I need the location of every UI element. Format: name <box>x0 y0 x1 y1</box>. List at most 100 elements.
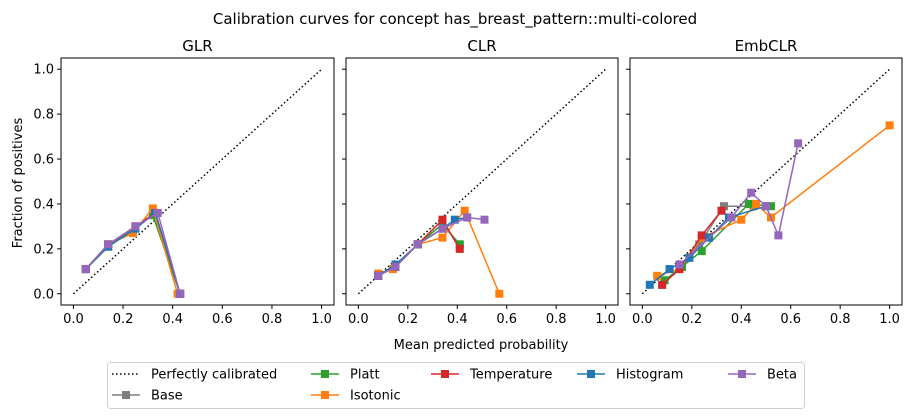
legend-label: Platt <box>350 368 380 383</box>
y-tick-label: 1.0 <box>33 63 54 78</box>
x-tick-label: 0.4 <box>447 312 468 327</box>
legend-item-perfect: Perfectly calibrated <box>112 368 277 383</box>
marker-platt <box>766 202 775 211</box>
axes-frame <box>345 57 619 306</box>
legend-marker <box>587 370 595 378</box>
marker-beta <box>413 240 422 249</box>
marker-temperature <box>455 244 464 253</box>
y-tick-label: 0.2 <box>33 242 54 257</box>
marker-beta <box>794 139 803 148</box>
legend-marker <box>321 391 329 399</box>
legend-item-beta: Beta <box>728 368 797 383</box>
x-tick-label: 0.0 <box>632 312 653 327</box>
perfectly-calibrated-line <box>72 68 323 295</box>
x-axis-label: Mean predicted probability <box>394 338 569 353</box>
legend-marker <box>122 391 130 399</box>
marker-base <box>719 202 728 211</box>
marker-beta <box>463 213 472 222</box>
series-line-isotonic <box>85 206 179 295</box>
panel-title: EmbCLR <box>735 37 798 55</box>
x-tick-label: 0.2 <box>113 312 134 327</box>
panel-title: CLR <box>467 37 496 55</box>
marker-beta <box>675 260 684 269</box>
marker-beta <box>391 262 400 271</box>
perfectly-calibrated-line <box>357 68 607 295</box>
marker-base <box>695 240 704 249</box>
legend-label: Beta <box>767 368 797 383</box>
marker-isotonic <box>128 229 137 238</box>
marker-isotonic <box>148 204 157 213</box>
x-tick-label: 0.8 <box>830 312 851 327</box>
marker-histogram <box>665 265 674 274</box>
marker-temperature <box>675 265 684 274</box>
figure-suptitle: Calibration curves for concept has_breas… <box>213 10 697 29</box>
y-axis-label: Fraction of positives <box>11 118 26 249</box>
axes-frame <box>629 57 903 306</box>
marker-beta <box>762 202 770 211</box>
legend-label: Perfectly calibrated <box>151 368 277 383</box>
x-tick-label: 0.0 <box>63 312 84 327</box>
legend-label: Histogram <box>616 368 683 383</box>
marker-platt <box>438 220 447 229</box>
x-tick-label: 0.6 <box>496 312 517 327</box>
legend-marker <box>321 370 329 378</box>
marker-beta <box>131 222 140 231</box>
marker-isotonic <box>885 121 894 130</box>
marker-beta <box>153 208 162 217</box>
marker-platt <box>697 247 706 256</box>
marker-histogram <box>685 253 694 262</box>
legend-item-platt: Platt <box>311 368 380 383</box>
x-tick-label: 1.0 <box>311 312 332 327</box>
series-line-beta <box>678 143 799 266</box>
panel-embclr: EmbCLR 0.0 0.2 0.4 0.6 0.8 1.0 <box>626 37 903 327</box>
x-tick-label: 0.8 <box>546 312 567 327</box>
legend-item-temperature: Temperature <box>431 368 552 383</box>
marker-isotonic <box>460 206 469 215</box>
x-tick-label: 0.2 <box>397 312 418 327</box>
legend-item-histogram: Histogram <box>577 368 683 383</box>
marker-beta <box>727 213 736 222</box>
marker-beta <box>438 224 447 233</box>
series-line-temperature <box>661 210 723 286</box>
marker-temperature <box>658 280 667 289</box>
legend-label: Isotonic <box>350 389 401 404</box>
panel-title: GLR <box>182 37 212 55</box>
legend-marker <box>441 370 449 378</box>
axes-frame <box>60 57 335 306</box>
panel-clr: CLR 0.0 0.2 0.4 0.6 0.8 1.0 <box>342 37 619 327</box>
x-tick-label: 0.8 <box>262 312 283 327</box>
marker-isotonic <box>495 289 504 298</box>
marker-temperature <box>438 215 447 224</box>
y-tick-label: 0.8 <box>33 108 54 123</box>
panels: GLR 0.0 0.2 0.4 0.6 0.8 1.0 0.0 0.2 0.4 0.6 0.8 1.0 C… <box>33 37 903 327</box>
x-tick-label: 0.4 <box>162 312 183 327</box>
legend-label: Temperature <box>469 368 552 383</box>
marker-platt <box>455 240 464 249</box>
y-tick-label: 0.4 <box>33 197 54 212</box>
y-tick-label: 0.0 <box>33 287 54 302</box>
marker-beta <box>480 215 489 224</box>
legend-item-base: Base <box>112 389 183 404</box>
marker-isotonic <box>653 271 662 280</box>
perfectly-calibrated-line <box>641 68 891 295</box>
marker-isotonic <box>438 233 447 242</box>
marker-beta <box>104 240 113 249</box>
legend: Perfectly calibrated Base Platt Isotonic Tem… <box>107 362 805 409</box>
marker-temperature <box>697 231 706 240</box>
x-tick-label: 0.6 <box>212 312 233 327</box>
x-tick-label: 0.6 <box>780 312 801 327</box>
marker-beta <box>774 231 783 240</box>
legend-marker <box>738 370 746 378</box>
marker-histogram <box>450 215 459 224</box>
x-tick-label: 1.0 <box>595 312 616 327</box>
marker-isotonic <box>752 199 761 208</box>
x-tick-label: 0.4 <box>731 312 752 327</box>
marker-temperature <box>717 206 726 215</box>
marker-platt <box>744 199 753 208</box>
legend-item-isotonic: Isotonic <box>311 389 401 404</box>
legend-frame <box>107 362 805 409</box>
y-tick-label: 0.6 <box>33 153 54 168</box>
marker-platt <box>660 276 669 285</box>
marker-isotonic <box>737 215 746 224</box>
